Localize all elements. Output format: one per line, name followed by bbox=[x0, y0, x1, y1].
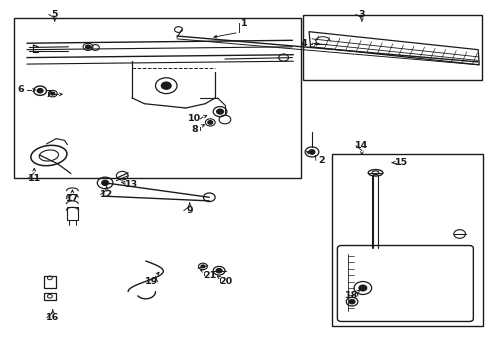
Circle shape bbox=[207, 121, 212, 124]
Circle shape bbox=[348, 300, 354, 304]
Text: 13: 13 bbox=[124, 180, 137, 189]
Text: 3: 3 bbox=[358, 10, 365, 19]
Text: 12: 12 bbox=[100, 190, 113, 199]
Circle shape bbox=[216, 269, 222, 273]
Text: 14: 14 bbox=[354, 141, 368, 150]
Text: 1: 1 bbox=[241, 19, 247, 28]
Bar bbox=[303, 15, 481, 80]
Text: 6: 6 bbox=[18, 85, 24, 94]
Text: 20: 20 bbox=[219, 277, 232, 286]
Circle shape bbox=[308, 150, 314, 154]
Text: 9: 9 bbox=[186, 206, 193, 215]
Circle shape bbox=[102, 180, 108, 185]
Text: 4: 4 bbox=[300, 40, 307, 49]
Bar bbox=[44, 276, 56, 288]
Text: 17: 17 bbox=[65, 194, 79, 203]
FancyBboxPatch shape bbox=[337, 246, 472, 321]
Text: 21: 21 bbox=[203, 271, 217, 280]
Text: 5: 5 bbox=[51, 10, 58, 19]
Circle shape bbox=[161, 82, 171, 89]
Circle shape bbox=[51, 92, 55, 95]
Text: 10: 10 bbox=[188, 114, 201, 123]
Circle shape bbox=[37, 89, 43, 93]
Bar bbox=[331, 154, 482, 326]
Circle shape bbox=[216, 109, 223, 114]
Bar bbox=[44, 293, 56, 300]
Circle shape bbox=[358, 285, 366, 291]
Text: 2: 2 bbox=[318, 156, 325, 165]
Bar bbox=[14, 18, 300, 178]
Text: 19: 19 bbox=[144, 277, 158, 286]
Text: 7: 7 bbox=[45, 90, 52, 99]
Text: 8: 8 bbox=[191, 125, 198, 134]
Text: 15: 15 bbox=[395, 158, 407, 167]
Text: 11: 11 bbox=[27, 174, 41, 183]
Circle shape bbox=[201, 265, 204, 268]
Bar bbox=[67, 207, 78, 220]
Text: 18: 18 bbox=[345, 292, 358, 300]
Text: 16: 16 bbox=[46, 313, 60, 322]
Circle shape bbox=[85, 45, 90, 49]
